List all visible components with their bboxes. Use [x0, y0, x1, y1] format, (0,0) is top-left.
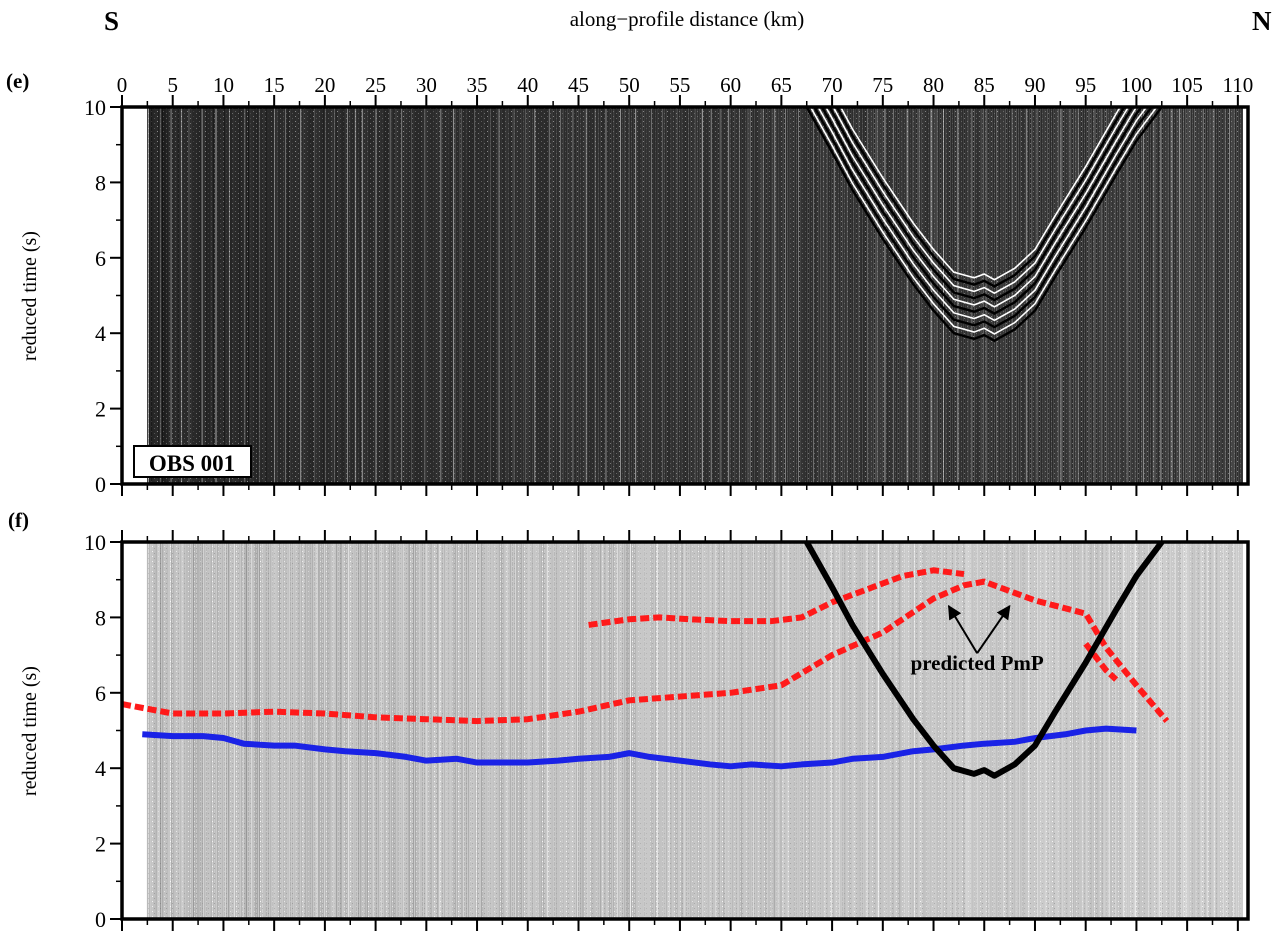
panel-e-top-x-ticks: 0 5 10 15 20 25 30 35 40 45 50 55 60 65 70 75 80 85 90 95 10…	[117, 73, 1253, 107]
x-tick-label: 50	[619, 73, 640, 97]
direct-wave-arc	[832, 107, 1130, 295]
direct-wave-arc	[820, 107, 1143, 315]
x-tick-label: 90	[1024, 73, 1045, 97]
x-tick-label: 45	[568, 73, 589, 97]
top-axis-label: along−profile distance (km)	[570, 7, 805, 31]
station-label: OBS 001	[149, 451, 235, 476]
y-tick-label: 10	[84, 530, 106, 555]
predicted-pmp-arrows	[947, 604, 1011, 654]
x-tick-label: 95	[1075, 73, 1096, 97]
panel-f-letter: (f)	[8, 508, 29, 532]
x-tick-label: 5	[167, 73, 178, 97]
panel-e-ylabel: reduced time (s)	[19, 231, 41, 361]
panel-e-plot-area	[122, 107, 1248, 484]
panel-e-bottom-x-ticks	[121, 484, 1239, 496]
series-group-f	[122, 542, 1170, 779]
panel-e-letter: (e)	[6, 69, 29, 93]
x-tick-label: 105	[1171, 73, 1203, 97]
x-tick-label: 70	[822, 73, 843, 97]
x-tick-label: 65	[771, 73, 792, 97]
y-tick-label: 4	[95, 321, 106, 346]
predicted-pmp-label: predicted PmP	[911, 651, 1044, 675]
annotation-arrow	[947, 604, 979, 654]
x-tick-label: 0	[117, 73, 128, 97]
panel-f: (f) reduced time (s) 0 2 4 6 8 10 predicted P…	[8, 508, 1250, 932]
pmp-pick-upper	[588, 567, 965, 628]
panel-e-y-ticks: 0 2 4 6 8 10	[84, 95, 122, 497]
x-tick-label: 35	[467, 73, 488, 97]
north-label: N	[1252, 6, 1272, 36]
direct-wave-arc	[805, 107, 1163, 343]
x-tick-label: 20	[314, 73, 335, 97]
direct-wave-arc	[809, 107, 1158, 335]
y-tick-label: 6	[95, 681, 106, 706]
y-tick-label: 6	[95, 246, 106, 271]
y-tick-label: 2	[95, 832, 106, 857]
x-tick-label: 55	[669, 73, 690, 97]
y-tick-label: 4	[95, 756, 106, 781]
x-tick-label: 30	[416, 73, 437, 97]
modelled-direct-wave	[804, 542, 1165, 779]
x-tick-label: 75	[872, 73, 893, 97]
y-tick-label: 8	[95, 605, 106, 630]
panel-f-top-x-ticks	[121, 530, 1239, 542]
panel-f-y-ticks: 0 2 4 6 8 10	[84, 530, 122, 932]
x-tick-label: 40	[517, 73, 538, 97]
x-tick-label: 110	[1222, 73, 1253, 97]
seismic-traces-e	[147, 107, 1242, 484]
pmp-pick-lower	[122, 578, 1170, 725]
south-label: S	[104, 6, 119, 36]
y-tick-label: 0	[95, 472, 106, 497]
y-tick-label: 10	[84, 95, 106, 120]
direct-wave-arc	[824, 107, 1138, 308]
x-tick-label: 85	[974, 73, 995, 97]
direct-wave-pick	[142, 725, 1137, 770]
x-tick-label: 25	[365, 73, 386, 97]
panel-f-plot-area	[122, 542, 1248, 919]
panel-e: (e) reduced time (s) 0 5 10 15 20 25 30 35 40 45 5…	[6, 69, 1253, 497]
x-tick-label: 10	[213, 73, 234, 97]
direct-wave-arc	[835, 107, 1126, 288]
y-tick-label: 8	[95, 170, 106, 195]
direct-wave-e	[805, 107, 1163, 343]
x-tick-label: 100	[1121, 73, 1153, 97]
x-tick-label: 60	[720, 73, 741, 97]
panel-f-bottom-x-ticks	[121, 919, 1239, 931]
y-tick-label: 0	[95, 907, 106, 932]
direct-wave-arc	[839, 107, 1122, 281]
station-label-box	[133, 445, 252, 478]
y-tick-label: 2	[95, 397, 106, 422]
x-tick-label: 80	[923, 73, 944, 97]
x-tick-label: 15	[264, 73, 285, 97]
annotation-arrow	[976, 604, 1011, 654]
direct-wave-arc	[817, 107, 1148, 322]
direct-wave-arc	[828, 107, 1134, 302]
panel-f-ylabel: reduced time (s)	[19, 666, 41, 796]
direct-wave-arc	[812, 107, 1154, 329]
